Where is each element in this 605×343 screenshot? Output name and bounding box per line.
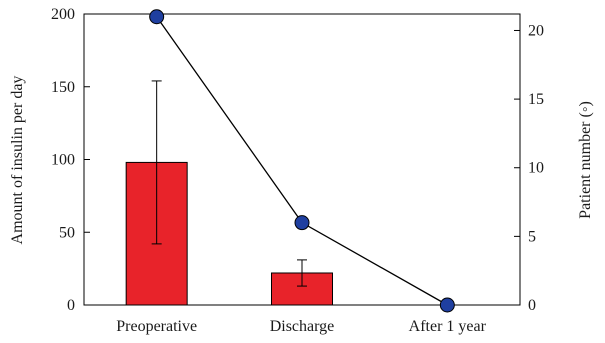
right-tick-label: 15 <box>528 91 544 108</box>
y-axis-left-title: Amount of insulin per day <box>9 76 26 245</box>
patient-marker <box>439 297 455 313</box>
y-axis-right-title: Patient number (◦) <box>577 101 594 219</box>
right-axis: 0 5 10 15 20 <box>514 22 544 314</box>
x-tick-label: Discharge <box>270 318 335 335</box>
x-axis: Preoperative Discharge After 1 year <box>116 299 487 335</box>
right-tick-label: 20 <box>528 22 544 39</box>
left-tick-label: 100 <box>51 152 75 169</box>
left-tick-label: 150 <box>51 79 75 96</box>
right-tick-label: 0 <box>528 297 536 314</box>
left-tick-label: 0 <box>67 297 75 314</box>
bar <box>271 272 333 306</box>
left-tick-label: 50 <box>59 224 75 241</box>
patient-line-series <box>149 9 455 313</box>
left-axis: 0 50 100 150 200 <box>51 6 90 314</box>
x-tick-label: Preoperative <box>116 318 197 335</box>
error-bars <box>151 80 307 287</box>
left-tick-label: 200 <box>51 6 75 23</box>
right-tick-label: 5 <box>528 228 536 245</box>
x-tick-label: After 1 year <box>409 318 487 335</box>
patient-marker <box>294 215 310 231</box>
patient-marker <box>149 9 165 25</box>
right-tick-label: 10 <box>528 160 544 177</box>
